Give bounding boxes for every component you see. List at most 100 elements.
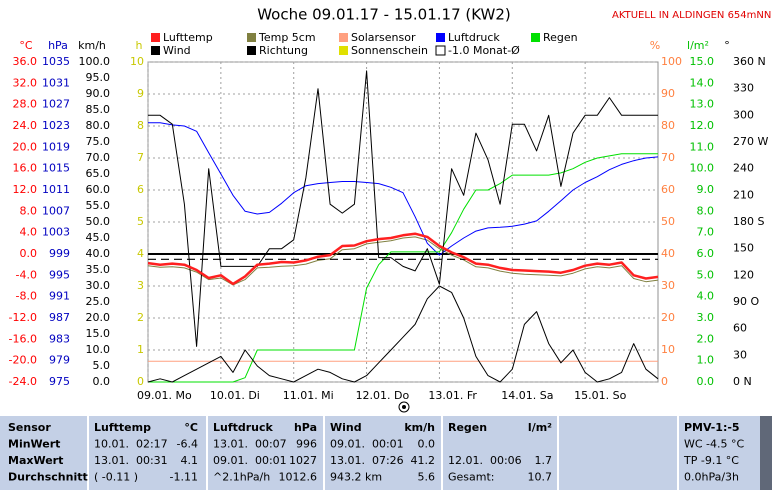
legend-swatch bbox=[247, 46, 256, 55]
y-tick-label: 300 bbox=[733, 108, 754, 121]
y-tick-label: 50 bbox=[661, 215, 675, 228]
y-tick-label: 60.0 bbox=[86, 183, 111, 196]
y-tick-label: 0.0 bbox=[20, 247, 38, 260]
legend-label: Luftdruck bbox=[448, 31, 500, 44]
y-tick-label: 8.0 bbox=[20, 204, 38, 217]
axis-unit: % bbox=[650, 39, 660, 52]
axis-unit: °C bbox=[19, 39, 33, 52]
y-tick-label: 32.0 bbox=[13, 76, 38, 89]
y-tick-label: 0 bbox=[661, 375, 668, 388]
table-header: km/h bbox=[404, 421, 435, 434]
y-tick-label: 30 bbox=[661, 279, 675, 292]
x-tick-label: 12.01. Do bbox=[356, 389, 410, 402]
y-tick-label: 1031 bbox=[42, 76, 70, 89]
station: AKTUELL IN ALDINGEN 654mNN bbox=[612, 10, 771, 21]
y-tick-label: 0 bbox=[137, 375, 144, 388]
table-cell: Gesamt: bbox=[448, 471, 495, 484]
y-tick-label: 975 bbox=[49, 375, 70, 388]
y-tick-label: 987 bbox=[49, 311, 70, 324]
table-header: Wind bbox=[330, 421, 362, 434]
table-cell: ( -0.11 ) bbox=[94, 471, 138, 484]
y-tick-label: 270 W bbox=[733, 135, 768, 148]
table-cell: 13.01. 07:26 bbox=[330, 454, 404, 467]
y-tick-label: 1003 bbox=[42, 226, 70, 239]
legend-label: Temp 5cm bbox=[258, 31, 316, 44]
chart-title: Woche 09.01.17 - 15.01.17 (KW2) bbox=[257, 6, 511, 24]
y-tick-label: 979 bbox=[49, 354, 70, 367]
y-tick-label: 995 bbox=[49, 268, 70, 281]
legend-label: Solarsensor bbox=[351, 31, 416, 44]
y-tick-label: 10 bbox=[661, 343, 675, 356]
x-tick-label: 09.01. Mo bbox=[137, 389, 192, 402]
y-tick-label: 983 bbox=[49, 332, 70, 345]
y-tick-label: -8.0 bbox=[16, 290, 37, 303]
legend-swatch bbox=[339, 46, 348, 55]
y-tick-label: 1015 bbox=[42, 162, 70, 175]
y-tick-label: 210 bbox=[733, 188, 754, 201]
table-cell: 1012.6 bbox=[279, 471, 318, 484]
y-tick-label: 90 bbox=[661, 87, 675, 100]
table-background bbox=[0, 416, 772, 490]
table-cell: 996 bbox=[296, 438, 317, 451]
table-cell: 10.01. 02:17 bbox=[94, 438, 168, 451]
table-cell: 13.01. 00:31 bbox=[94, 454, 168, 467]
y-tick-label: 30 bbox=[733, 348, 747, 361]
legend-swatch bbox=[247, 33, 256, 42]
legend-label: Sonnenschein bbox=[351, 44, 428, 57]
y-tick-label: 0.0 bbox=[93, 375, 111, 388]
x-tick-label: 11.01. Mi bbox=[283, 389, 334, 402]
table-cell: 12.01. 00:06 bbox=[448, 454, 522, 467]
y-tick-label: 1023 bbox=[42, 119, 70, 132]
y-tick-label: 15.0 bbox=[86, 327, 111, 340]
x-tick-label: 10.01. Di bbox=[210, 389, 260, 402]
y-tick-label: 9.0 bbox=[697, 183, 715, 196]
y-tick-label: 2.0 bbox=[697, 332, 715, 345]
y-tick-label: 150 bbox=[733, 242, 754, 255]
table-header: hPa bbox=[294, 421, 317, 434]
y-tick-label: 85.0 bbox=[86, 103, 111, 116]
y-tick-label: 80 bbox=[661, 119, 675, 132]
y-tick-label: 1007 bbox=[42, 204, 70, 217]
y-tick-label: -4.0 bbox=[16, 268, 37, 281]
y-tick-label: 5.0 bbox=[697, 268, 715, 281]
table-cell: 1027 bbox=[289, 454, 317, 467]
table-cell: 4.1 bbox=[181, 454, 199, 467]
table-header: Lufttemp bbox=[94, 421, 151, 434]
legend-swatch bbox=[151, 33, 160, 42]
table-header: Sensor bbox=[8, 421, 51, 434]
table-cell: TP -9.1 °C bbox=[683, 454, 739, 467]
y-tick-label: 65.0 bbox=[86, 167, 111, 180]
y-tick-label: 240 bbox=[733, 162, 754, 175]
series-line bbox=[148, 153, 658, 383]
cursor-icon-dot bbox=[402, 405, 406, 409]
y-tick-label: 13.0 bbox=[690, 98, 715, 111]
y-tick-label: 1 bbox=[137, 343, 144, 356]
y-tick-label: 7.0 bbox=[697, 226, 715, 239]
y-tick-label: 45.0 bbox=[86, 231, 111, 244]
x-tick-label: 15.01. So bbox=[574, 389, 626, 402]
y-tick-label: 75.0 bbox=[86, 135, 111, 148]
y-tick-label: 25.0 bbox=[86, 295, 111, 308]
table-header: °C bbox=[184, 421, 198, 434]
y-tick-label: 4 bbox=[137, 247, 144, 260]
axis-unit: l/m² bbox=[687, 39, 709, 52]
table-cell: 09.01. 00:01 bbox=[213, 454, 287, 467]
axis-unit: hPa bbox=[48, 39, 68, 52]
legend-swatch bbox=[339, 33, 348, 42]
y-tick-label: 3.0 bbox=[697, 311, 715, 324]
table-cell: -1.11 bbox=[170, 471, 198, 484]
y-tick-label: 1.0 bbox=[697, 354, 715, 367]
table-cell: 1.7 bbox=[535, 454, 553, 467]
y-tick-label: 1027 bbox=[42, 98, 70, 111]
y-tick-label: 90 O bbox=[733, 295, 759, 308]
x-tick-label: 14.01. Sa bbox=[501, 389, 553, 402]
legend-swatch bbox=[436, 33, 445, 42]
y-tick-label: 4.0 bbox=[20, 226, 38, 239]
y-tick-label: 10.0 bbox=[690, 162, 715, 175]
y-tick-label: -16.0 bbox=[9, 332, 37, 345]
y-tick-label: 30.0 bbox=[86, 279, 111, 292]
legend-label: Richtung bbox=[259, 44, 308, 57]
y-tick-label: 100 bbox=[661, 55, 682, 68]
table-cell: 10.7 bbox=[528, 471, 553, 484]
